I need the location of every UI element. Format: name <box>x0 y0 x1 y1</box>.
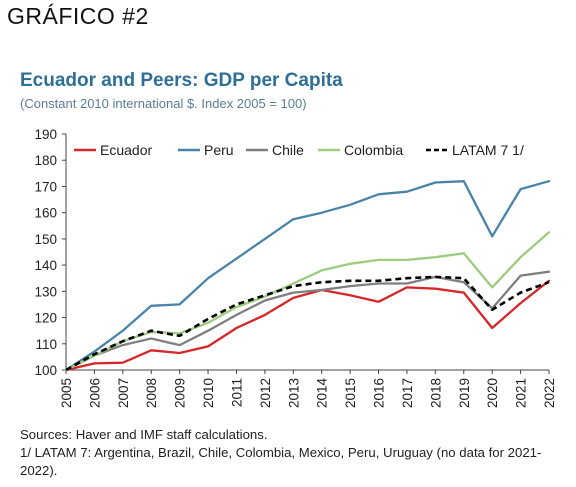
line-chart: 100 110 120 130 140 150 160 170 180 190 2005 2006 20… <box>34 127 557 408</box>
legend-label: Chile <box>272 142 304 158</box>
legend-label: Colombia <box>344 142 403 158</box>
x-tick-label: 2011 <box>229 378 244 407</box>
chart-notes: Sources: Haver and IMF staff calculation… <box>20 426 565 480</box>
y-tick-label: 140 <box>34 258 57 273</box>
chart-axes: 100 110 120 130 140 150 160 170 180 190 2005 2006 20… <box>34 127 557 408</box>
chart-subtitle: (Constant 2010 international $. Index 20… <box>20 96 307 111</box>
x-tick-label: 2007 <box>116 378 131 408</box>
x-tick-label: 2005 <box>59 378 74 408</box>
chart-title: Ecuador and Peers: GDP per Capita <box>20 70 343 91</box>
y-tick-label: 150 <box>34 232 57 247</box>
x-tick-label: 2013 <box>286 378 301 408</box>
series-line-latam-7-1 <box>65 275 550 372</box>
series-line-ecuador <box>64 279 551 372</box>
y-tick-label: 180 <box>34 153 57 168</box>
y-tick-label: 120 <box>34 311 57 326</box>
series-line-peru <box>64 180 551 372</box>
x-tick-label: 2019 <box>457 378 472 408</box>
y-tick-label: 130 <box>34 284 57 299</box>
x-tick-label: 2008 <box>144 378 159 408</box>
legend-label: Ecuador <box>100 142 152 158</box>
x-tick-label: 2022 <box>542 378 557 408</box>
legend-label: LATAM 7 1/ <box>452 142 524 158</box>
legend-label: Peru <box>204 142 234 158</box>
x-tick-label: 2021 <box>514 378 529 408</box>
y-tick-label: 100 <box>34 363 57 378</box>
x-tick-label: 2010 <box>201 378 216 408</box>
x-tick-label: 2017 <box>400 378 415 408</box>
y-tick-label: 170 <box>34 179 57 194</box>
series-line-chile <box>64 270 551 372</box>
page-heading: GRÁFICO #2 <box>7 3 149 29</box>
x-tick-label: 2015 <box>343 378 358 408</box>
series-line-colombia <box>64 231 551 372</box>
x-tick-label: 2009 <box>173 378 188 408</box>
x-tick-label: 2006 <box>87 378 102 408</box>
x-tick-label: 2014 <box>315 378 330 409</box>
y-tick-label: 190 <box>34 127 57 142</box>
x-tick-label: 2016 <box>372 378 387 408</box>
chart-legend: Ecuador Peru Chile Colombia LATAM 7 1/ <box>74 142 524 158</box>
x-tick-label: 2020 <box>485 378 500 408</box>
x-tick-label: 2012 <box>258 378 273 408</box>
footnote: 1/ LATAM 7: Argentina, Brazil, Chile, Co… <box>20 445 542 478</box>
x-tick-label: 2018 <box>428 378 443 408</box>
sources-note: Sources: Haver and IMF staff calculation… <box>20 427 268 442</box>
chart-series <box>64 180 551 372</box>
y-tick-label: 110 <box>35 337 57 352</box>
y-tick-label: 160 <box>34 206 57 221</box>
